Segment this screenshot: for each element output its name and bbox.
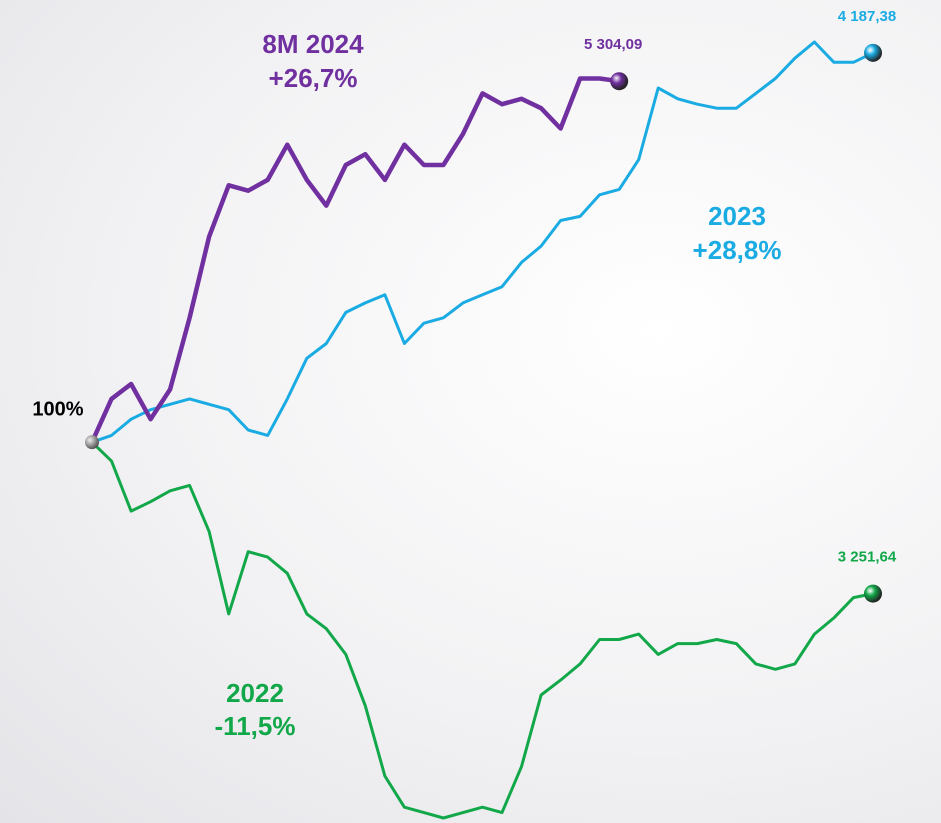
series-line [89, 76, 620, 444]
end-dot [610, 72, 629, 91]
series-change: -11,5% [215, 711, 296, 741]
series-name: 2023 [708, 201, 766, 231]
end-value-label: 5 304,09 [584, 36, 642, 53]
series-name: 8M 2024 [262, 29, 364, 59]
base-label: 100% [32, 398, 83, 420]
series-change: +26,7% [269, 63, 358, 93]
start-dot [85, 435, 99, 450]
end-value-label: 4 187,38 [838, 8, 896, 25]
end-dot [864, 43, 882, 62]
series-line [90, 441, 874, 820]
end-value-label: 3 251,64 [838, 549, 897, 566]
series-line [91, 40, 874, 444]
end-dot [864, 584, 882, 603]
series-change: +28,8% [693, 235, 782, 265]
series-name: 2022 [226, 678, 284, 708]
